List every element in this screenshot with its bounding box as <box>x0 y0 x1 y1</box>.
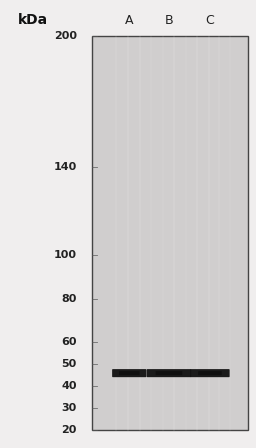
Text: 60: 60 <box>61 337 77 348</box>
FancyBboxPatch shape <box>156 371 182 375</box>
FancyBboxPatch shape <box>119 371 140 375</box>
Text: 40: 40 <box>61 381 77 391</box>
Text: A: A <box>125 13 134 27</box>
FancyBboxPatch shape <box>147 369 191 377</box>
Text: C: C <box>206 13 214 27</box>
Text: 50: 50 <box>61 359 77 369</box>
FancyBboxPatch shape <box>198 371 222 375</box>
Bar <box>92 36 248 430</box>
Text: 20: 20 <box>61 425 77 435</box>
Text: 80: 80 <box>61 294 77 304</box>
Text: 140: 140 <box>54 162 77 172</box>
FancyBboxPatch shape <box>112 369 146 377</box>
Text: 30: 30 <box>61 403 77 413</box>
FancyBboxPatch shape <box>190 369 230 377</box>
Text: 200: 200 <box>54 31 77 41</box>
Text: kDa: kDa <box>18 13 48 27</box>
Text: 100: 100 <box>54 250 77 260</box>
Text: B: B <box>165 13 173 27</box>
